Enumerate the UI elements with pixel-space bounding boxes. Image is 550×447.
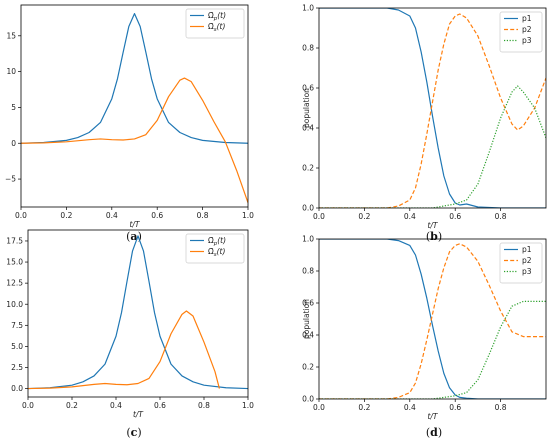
- legend-entry-label: Ω̃p(t): [208, 236, 226, 247]
- y-tick-label: 0.0: [302, 395, 314, 404]
- series-line-p1-1: [319, 8, 546, 208]
- x-axis-label: t/T: [133, 410, 144, 419]
- panel-label: (c): [126, 426, 141, 439]
- legend: Ω̃p(t)Ω̃s(t): [185, 233, 245, 264]
- legend: p1 p2 p3: [499, 242, 543, 284]
- chart-panel-3: 0.0 0.2 0.4 0.6 0.8 1.0 0.0 2.5 5.0 7.5 10.0 12.5 15…: [6, 229, 254, 439]
- panel-label: (a): [126, 230, 142, 243]
- series-line-p3-3: [319, 300, 546, 399]
- y-tick-label: 2.5: [11, 363, 23, 372]
- legend-entry-label: p1: [522, 14, 532, 23]
- y-tick-label: 1.0: [302, 4, 314, 13]
- x-tick-label: 0.4: [404, 212, 416, 221]
- series-line-pt-1: [21, 13, 248, 144]
- y-tick-label: 0.6: [302, 299, 314, 308]
- legend-entry-label: p1: [522, 245, 532, 254]
- legend-box: [185, 8, 245, 39]
- series-line-p2-2: [319, 13, 546, 208]
- x-tick-label: 0.4: [110, 401, 122, 410]
- y-tick-label: 15.0: [6, 258, 23, 267]
- y-tick-label: 5.0: [11, 342, 23, 351]
- series-line-p3-3: [319, 85, 546, 208]
- legend-box: [499, 242, 543, 284]
- x-tick-label: 0.6: [449, 403, 461, 412]
- x-tick-label: 0.0: [313, 403, 325, 412]
- legend-entry-label: p2: [522, 25, 532, 34]
- y-tick-label: 0.0: [302, 204, 314, 213]
- y-axis-label: population: [302, 88, 311, 128]
- axes-frame: [318, 7, 547, 209]
- y-tick-label: 7.5: [11, 321, 23, 330]
- legend-entry-label: p3: [522, 36, 532, 45]
- axes-frame: [318, 238, 547, 400]
- x-tick-label: 0.6: [449, 212, 461, 221]
- legend-entry-label: Ω̃p(t): [208, 11, 226, 22]
- y-tick-label: 0.4: [302, 124, 314, 133]
- legend-entry-label: p2: [522, 256, 532, 265]
- x-tick-label: 0.4: [106, 211, 118, 220]
- x-tick-label: 0.6: [154, 401, 166, 410]
- axes-frame: [27, 229, 249, 398]
- panel-label: (b): [426, 230, 442, 243]
- series-line-p2-2: [319, 243, 546, 399]
- legend-box: [499, 11, 543, 53]
- x-tick-label: 0.2: [66, 401, 78, 410]
- y-tick-label: 10.0: [6, 300, 23, 309]
- y-tick-label: 5: [11, 103, 16, 112]
- x-tick-label: 0.6: [151, 211, 163, 220]
- x-tick-label: 0.8: [495, 403, 507, 412]
- x-tick-label: 0.8: [198, 401, 210, 410]
- x-tick-label: 0.2: [358, 403, 370, 412]
- x-axis-label: t/T: [129, 220, 140, 229]
- series-line-pt-1: [28, 235, 248, 390]
- chart-panel-1: 0.0 0.2 0.4 0.6 0.8 1.0 −5 0 5 10 15 t/T Ω̃p(t)Ω̃s(t…: [5, 4, 254, 243]
- y-tick-label: −5: [5, 175, 16, 184]
- y-tick-label: 0.2: [302, 363, 314, 372]
- x-tick-label: 0.2: [60, 211, 72, 220]
- y-axis-label: population: [302, 299, 311, 339]
- y-tick-label: 15: [6, 31, 16, 40]
- y-tick-label: 0.8: [302, 267, 314, 276]
- x-tick-label: 0.4: [404, 403, 416, 412]
- legend: p1 p2 p3: [499, 11, 543, 53]
- legend-entry-label: Ω̃s(t): [208, 22, 225, 33]
- x-tick-label: 1.0: [242, 211, 254, 220]
- x-tick-label: 0.8: [197, 211, 209, 220]
- chart-panel-2: 0.0 0.2 0.4 0.6 0.8 0.0 0.2 0.4 0.6 0.8 1.0 t/T popu…: [302, 4, 547, 243]
- series-line-p1-1: [319, 239, 546, 399]
- legend-entry-label: p3: [522, 267, 532, 276]
- y-tick-label: 1.0: [302, 235, 314, 244]
- y-tick-label: 0: [11, 139, 16, 148]
- x-axis-label: t/T: [427, 412, 438, 421]
- legend: Ω̃p(t)Ω̃s(t): [185, 8, 245, 39]
- y-tick-label: 0.2: [302, 164, 314, 173]
- x-tick-label: 1.0: [242, 401, 254, 410]
- chart-panel-4: 0.0 0.2 0.4 0.6 0.8 0.0 0.2 0.4 0.6 0.8 1.0 t/T popu…: [302, 235, 547, 439]
- legend-entry-label: Ω̃s(t): [208, 247, 225, 258]
- x-tick-label: 0.2: [358, 212, 370, 221]
- y-tick-label: 0.4: [302, 331, 314, 340]
- legend-box: [185, 233, 245, 264]
- x-tick-label: 0.0: [313, 212, 325, 221]
- y-tick-label: 0.6: [302, 84, 314, 93]
- y-tick-label: 0.0: [11, 384, 23, 393]
- y-tick-label: 0.8: [302, 44, 314, 53]
- x-tick-label: 0.8: [495, 212, 507, 221]
- y-tick-label: 17.5: [6, 237, 23, 246]
- x-tick-label: 0.0: [15, 211, 27, 220]
- axes-frame: [20, 4, 249, 208]
- y-tick-label: 10: [6, 67, 16, 76]
- series-line-st-2: [21, 77, 248, 203]
- y-tick-label: 12.5: [6, 279, 23, 288]
- panel-label: (d): [426, 426, 442, 439]
- x-tick-label: 0.0: [22, 401, 34, 410]
- series-line-st-2: [28, 310, 220, 390]
- x-axis-label: t/T: [427, 221, 438, 230]
